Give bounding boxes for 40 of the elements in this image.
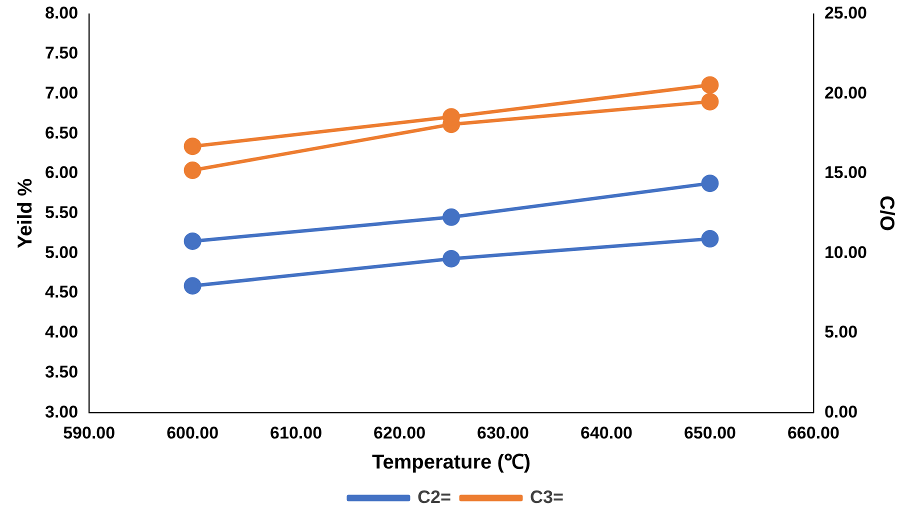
point: [701, 230, 719, 248]
y2-tick-label: 10.00: [824, 242, 868, 262]
legend-label: C3=: [530, 486, 564, 507]
y-axis-title: Yeild %: [14, 178, 37, 248]
x-tick-label: 600.00: [166, 423, 219, 442]
x-tick-label: 620.00: [374, 423, 426, 442]
legend-label: C2=: [417, 486, 452, 507]
x-tick-label: 590.00: [63, 423, 116, 442]
y-tick-label: 7.00: [44, 83, 78, 102]
y2-tick-label: 15.00: [824, 163, 868, 182]
y-tick-label: 3.50: [44, 362, 78, 382]
x-tick-label: 660.00: [787, 423, 840, 442]
y-tick-label: 3.00: [44, 402, 78, 422]
point: [184, 277, 202, 295]
y-tick-label: 5.50: [44, 202, 78, 222]
point: [442, 250, 460, 268]
point: [701, 92, 719, 110]
point: [701, 76, 719, 94]
x-axis-title: Temperature (℃): [372, 452, 531, 474]
point: [701, 174, 719, 192]
y-tick-label: 6.50: [44, 123, 78, 142]
x-tick-label: 640.00: [580, 423, 632, 442]
x-tick-label: 650.00: [684, 423, 736, 442]
x-tick-label: 610.00: [270, 423, 322, 442]
point: [184, 138, 202, 156]
x-tick-label: 630.00: [477, 423, 530, 442]
y-tick-label: 8.00: [44, 4, 78, 23]
y2-tick-label: 20.00: [824, 83, 868, 102]
y2-tick-label: 25.00: [824, 4, 868, 23]
point: [184, 162, 202, 179]
y2-axis-title: C/O: [875, 196, 898, 232]
point: [184, 232, 202, 250]
y-tick-label: 4.50: [44, 282, 78, 302]
y2-tick-label: 5.00: [824, 322, 858, 342]
y-tick-label: 5.00: [44, 242, 78, 262]
y2-tick-label: 0.00: [824, 402, 858, 422]
y-tick-label: 6.00: [44, 163, 78, 182]
y-tick-label: 7.50: [44, 44, 78, 63]
point: [442, 208, 460, 226]
y-tick-label: 4.00: [44, 322, 78, 342]
